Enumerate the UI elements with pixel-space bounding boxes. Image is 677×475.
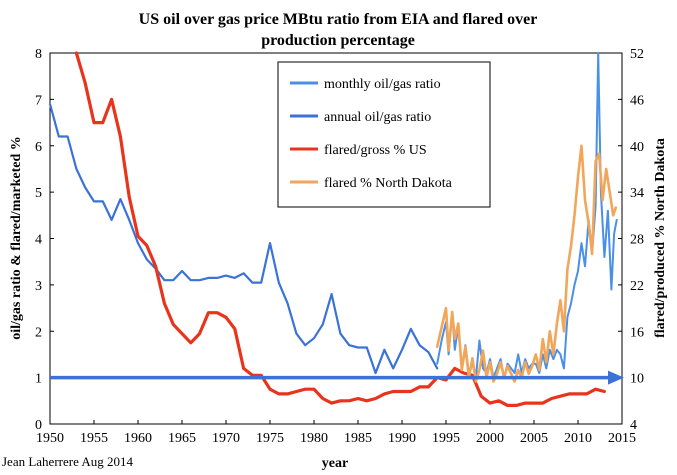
reference-line-layer bbox=[50, 370, 624, 385]
y-right-axis-ticks: 4 10 16 22 28 34 40 46 52 bbox=[618, 47, 644, 433]
x-tick-label: 1980 bbox=[300, 431, 328, 446]
x-tick-label: 2010 bbox=[564, 431, 592, 446]
y-right-tick-label: 16 bbox=[630, 325, 644, 340]
legend: monthly oil/gas ratio annual oil/gas rati… bbox=[277, 61, 491, 208]
y-left-tick-label: 2 bbox=[35, 325, 42, 340]
reference-arrowhead bbox=[608, 370, 624, 385]
y-right-tick-label: 46 bbox=[630, 93, 644, 108]
y-left-tick-label: 0 bbox=[35, 418, 42, 433]
credit-text: Jean Laherrere Aug 2014 bbox=[2, 454, 134, 469]
x-tick-label: 2015 bbox=[608, 431, 636, 446]
chart-title-line1: US oil over gas price MBtu ratio from EI… bbox=[139, 11, 538, 28]
legend-entries: monthly oil/gas ratio annual oil/gas rati… bbox=[290, 77, 453, 191]
y-right-tick-label: 4 bbox=[630, 418, 637, 433]
chart-title-line2: production percentage bbox=[261, 32, 415, 49]
x-axis-ticks: 1950 1955 1960 1965 1970 1975 1980 1985 1990 1995… bbox=[36, 420, 636, 446]
legend-box bbox=[277, 61, 491, 208]
x-tick-label: 1995 bbox=[432, 431, 460, 446]
y-left-axis-label: oil/gas ratio & flared/marketed % bbox=[9, 136, 24, 340]
legend-label: flared/gross % US bbox=[324, 143, 427, 158]
x-tick-label: 1985 bbox=[344, 431, 372, 446]
y-left-axis-ticks: 0 1 2 3 4 5 6 7 8 bbox=[35, 47, 54, 433]
y-left-tick-label: 4 bbox=[35, 233, 42, 248]
y-left-tick-label: 3 bbox=[35, 279, 42, 294]
y-right-axis-label: flared/produced % North Dakota bbox=[653, 138, 668, 338]
x-tick-label: 1970 bbox=[212, 431, 240, 446]
legend-label: monthly oil/gas ratio bbox=[324, 77, 441, 92]
x-tick-label: 1955 bbox=[80, 431, 108, 446]
legend-label: flared % North Dakota bbox=[324, 176, 453, 191]
y-right-tick-label: 28 bbox=[630, 233, 644, 248]
series-layer bbox=[48, 51, 618, 407]
y-left-tick-label: 7 bbox=[35, 93, 42, 108]
y-right-tick-label: 22 bbox=[630, 279, 644, 294]
x-tick-label: 2000 bbox=[476, 431, 504, 446]
y-left-tick-label: 1 bbox=[35, 372, 42, 387]
series-line-flared-gross-us bbox=[74, 51, 607, 407]
x-tick-label: 2005 bbox=[520, 431, 548, 446]
x-axis-label: year bbox=[322, 456, 348, 471]
series-line-annual-oil-gas-ratio bbox=[48, 102, 439, 375]
y-right-tick-label: 40 bbox=[630, 140, 644, 155]
legend-label: annual oil/gas ratio bbox=[324, 110, 431, 125]
y-left-tick-label: 8 bbox=[35, 47, 42, 62]
x-tick-label: 1960 bbox=[124, 431, 152, 446]
y-left-tick-label: 6 bbox=[35, 140, 42, 155]
x-tick-label: 1975 bbox=[256, 431, 284, 446]
x-tick-label: 1990 bbox=[388, 431, 416, 446]
y-right-tick-label: 52 bbox=[630, 47, 644, 62]
y-right-tick-label: 10 bbox=[630, 372, 644, 387]
y-left-tick-label: 5 bbox=[35, 186, 42, 201]
x-tick-label: 1965 bbox=[168, 431, 196, 446]
y-right-tick-label: 34 bbox=[630, 186, 644, 201]
series-line-flared-north-dakota bbox=[435, 144, 618, 383]
x-tick-label: 1950 bbox=[36, 431, 64, 446]
